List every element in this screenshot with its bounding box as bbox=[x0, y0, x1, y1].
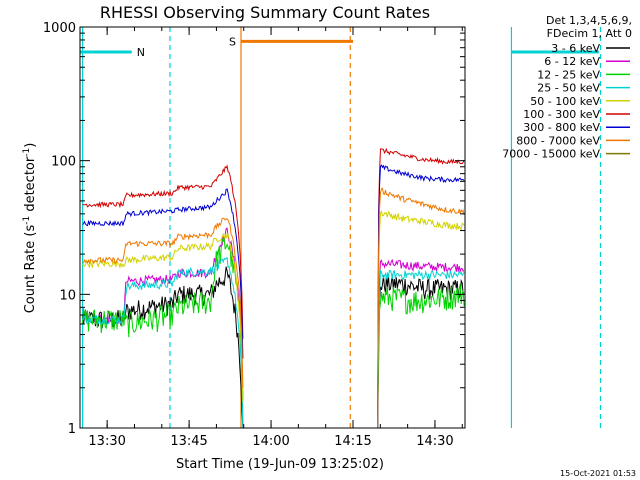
legend-label-2: 12 - 25 keV bbox=[537, 68, 600, 81]
legend-label-8: 7000 - 15000 keV bbox=[502, 148, 600, 161]
x-axis-label: Start Time (19-Jun-09 13:25:02) bbox=[176, 457, 384, 472]
flag-label-n: N bbox=[137, 46, 145, 59]
legend-label-5: 100 - 300 keV bbox=[523, 108, 600, 121]
legend-header-line-1: Det 1,3,4,5,6,9, bbox=[546, 14, 632, 27]
y-axis-label-sup2: -1 bbox=[22, 148, 32, 157]
series-line-2-1 bbox=[377, 284, 465, 429]
y-tick-label-0: 1 bbox=[68, 422, 76, 437]
legend-label-4: 50 - 100 keV bbox=[530, 95, 600, 108]
y-tick-label-1: 10 bbox=[59, 288, 76, 303]
x-tick-label-4: 14:30 bbox=[416, 434, 453, 449]
series-line-7-1 bbox=[377, 187, 465, 429]
y-axis-label-sup: -1 bbox=[22, 216, 32, 225]
legend-label-6: 300 - 800 keV bbox=[523, 121, 600, 134]
y-tick-label-2: 100 bbox=[51, 155, 76, 170]
axes: 13:30 13:45 14:00 14:15 14:30 1 10 100 1000 bbox=[43, 21, 466, 449]
series-line-6-0 bbox=[82, 188, 244, 359]
y-axis-label-mid: detector bbox=[23, 156, 38, 216]
x-tick-label-2: 14:00 bbox=[252, 434, 289, 449]
legend-label-7: 800 - 7000 keV bbox=[516, 134, 600, 147]
series-line-6-1 bbox=[377, 164, 465, 429]
x-tick-label-3: 14:15 bbox=[334, 434, 371, 449]
legend-header-line-2: FDecim 1, Att 0 bbox=[547, 27, 632, 40]
legend-label-3: 25 - 50 keV bbox=[537, 82, 600, 95]
series-line-4-0 bbox=[82, 232, 244, 402]
flag-label-s: S bbox=[229, 35, 236, 48]
legend: Det 1,3,4,5,6,9, FDecim 1, Att 0 3 - 6 k… bbox=[502, 14, 632, 161]
y-axis-label: Count Rate (s-1 detector-1) bbox=[22, 143, 38, 314]
x-tick-label-1: 13:45 bbox=[170, 434, 207, 449]
series-line-0-0 bbox=[82, 266, 244, 429]
chart-title: RHESSI Observing Summary Count Rates bbox=[100, 3, 430, 22]
series-line-7-0 bbox=[82, 217, 244, 388]
y-axis-label-prefix: Count Rate (s bbox=[23, 225, 38, 314]
series-line-2-0 bbox=[82, 237, 244, 424]
series-line-4-1 bbox=[377, 210, 465, 429]
series-line-1-1 bbox=[377, 258, 465, 429]
footer-timestamp: 15-Oct-2021 01:53 bbox=[560, 469, 636, 478]
x-tick-label-0: 13:30 bbox=[88, 434, 125, 449]
axis-frame bbox=[79, 26, 466, 429]
series-line-3-0 bbox=[82, 256, 244, 429]
y-tick-label-3: 1000 bbox=[43, 21, 76, 36]
series-line-3-1 bbox=[377, 269, 465, 429]
series-line-5-1 bbox=[377, 147, 465, 429]
plot-area: NS bbox=[80, 27, 602, 429]
legend-label-1: 6 - 12 keV bbox=[544, 55, 600, 68]
series-line-5-0 bbox=[82, 164, 244, 339]
y-axis-label-suffix: ) bbox=[23, 143, 38, 148]
legend-label-0: 3 - 6 keV bbox=[551, 42, 600, 55]
